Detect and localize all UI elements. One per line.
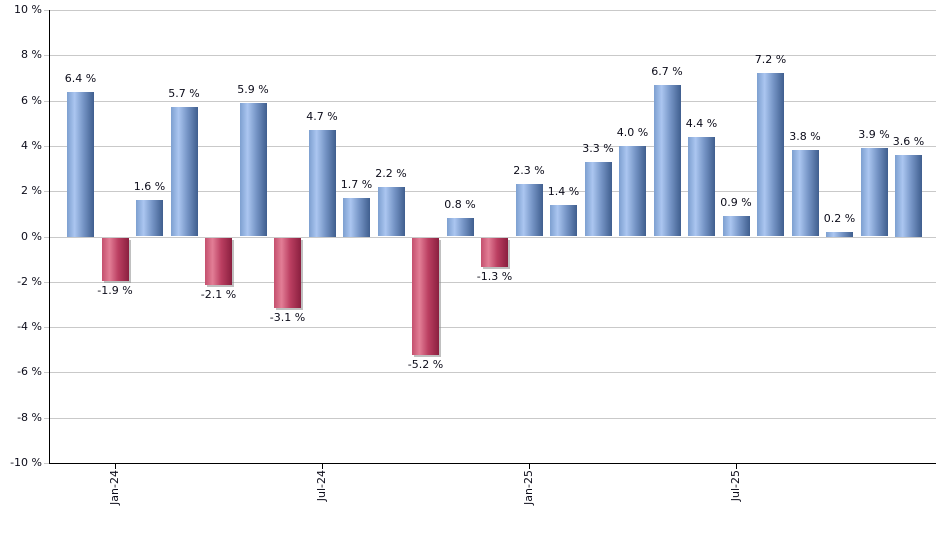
y-tick-label: -8 %	[17, 411, 42, 424]
x-tick-mark	[736, 464, 737, 469]
negative-return-bar	[481, 237, 508, 267]
positive-return-bar	[377, 186, 405, 237]
bar-value-label: 4.7 %	[306, 110, 338, 123]
bar-value-label: 4.0 %	[616, 125, 649, 139]
positive-return-bar	[550, 204, 577, 237]
y-gridline	[49, 282, 936, 283]
bar-value-label: 1.6 %	[133, 180, 166, 194]
bar-value-label: 7.2 %	[754, 53, 787, 67]
x-tick-mark	[529, 464, 530, 469]
negative-return-bar	[274, 237, 301, 308]
negative-return-bar	[101, 237, 129, 281]
x-tick-label: Jan-25	[522, 470, 535, 505]
y-tick-mark	[44, 237, 49, 238]
y-tick-label: -2 %	[17, 275, 42, 288]
y-gridline	[49, 191, 936, 192]
y-tick-mark	[44, 282, 49, 283]
positive-return-bar	[136, 200, 163, 237]
y-tick-label: 2 %	[21, 184, 42, 197]
y-gridline	[49, 418, 936, 419]
bar-value-label: 5.7 %	[168, 87, 200, 101]
bar-value-label: -5.2 %	[407, 358, 444, 372]
bar-value-label: 5.9 %	[237, 82, 269, 96]
positive-return-bar	[67, 91, 94, 237]
bar-value-label: 3.9 %	[858, 128, 890, 142]
positive-return-bar	[308, 130, 336, 237]
negative-return-bar	[205, 237, 232, 286]
y-tick-mark	[44, 55, 49, 56]
bar-value-label: -2.1 %	[200, 288, 237, 302]
positive-return-bar	[895, 155, 922, 237]
y-gridline	[49, 372, 936, 373]
y-tick-mark	[44, 418, 49, 419]
bar-value-label: 2.3 %	[513, 164, 545, 178]
positive-return-bar	[653, 84, 681, 237]
y-tick-mark	[44, 101, 49, 102]
y-tick-mark	[44, 327, 49, 328]
positive-return-bar	[722, 216, 750, 237]
bar-value-label: 1.4 %	[547, 184, 580, 198]
x-tick-mark	[322, 464, 323, 469]
y-gridline	[49, 55, 936, 56]
y-tick-mark	[44, 10, 49, 11]
positive-return-bar	[343, 198, 370, 237]
positive-return-bar	[860, 148, 888, 237]
y-axis-line	[49, 10, 50, 464]
positive-return-bar	[619, 145, 646, 237]
y-tick-label: -6 %	[17, 365, 42, 378]
positive-return-bar	[826, 232, 853, 237]
y-gridline	[49, 146, 936, 147]
positive-return-bar	[515, 184, 543, 237]
positive-return-bar	[239, 102, 267, 237]
bar-value-label: 3.6 %	[892, 135, 925, 148]
bar-value-label: 0.8 %	[444, 198, 476, 212]
bar-value-label: -1.3 %	[476, 269, 513, 283]
y-tick-mark	[44, 372, 49, 373]
y-gridline	[49, 327, 936, 328]
y-tick-label: 8 %	[21, 48, 42, 61]
positive-return-bar	[170, 107, 198, 237]
y-tick-label: 10 %	[14, 3, 42, 16]
y-tick-label: -4 %	[17, 320, 42, 333]
y-tick-label: 4 %	[21, 139, 42, 152]
y-tick-label: 6 %	[21, 94, 42, 107]
positive-return-bar	[584, 161, 612, 237]
bar-value-label: 6.7 %	[651, 64, 683, 78]
bar-value-label: 1.7 %	[340, 178, 373, 191]
y-tick-label: -10 %	[10, 456, 42, 469]
x-tick-mark	[115, 464, 116, 469]
y-tick-mark	[44, 146, 49, 147]
bar-value-label: 3.8 %	[789, 130, 821, 144]
positive-return-bar	[688, 136, 715, 237]
positive-return-bar	[757, 73, 784, 237]
negative-return-bar	[412, 237, 439, 356]
x-tick-label: Jan-24	[108, 470, 121, 505]
positive-return-bar	[791, 150, 819, 237]
bar-value-label: 0.2 %	[823, 212, 856, 225]
y-gridline	[49, 10, 936, 11]
bar-value-label: 6.4 %	[64, 71, 97, 85]
x-tick-label: Jul-24	[315, 470, 328, 502]
x-axis-line	[49, 463, 936, 464]
bar-value-label: 4.4 %	[685, 116, 718, 130]
y-tick-mark	[44, 463, 49, 464]
bar-value-label: 2.2 %	[375, 166, 407, 180]
bar-value-label: 0.9 %	[720, 196, 752, 210]
bar-value-label: 3.3 %	[582, 141, 614, 155]
y-gridline	[49, 101, 936, 102]
y-tick-mark	[44, 191, 49, 192]
positive-return-bar	[446, 218, 474, 237]
x-tick-label: Jul-25	[729, 470, 742, 502]
bar-value-label: -3.1 %	[269, 310, 306, 324]
y-tick-label: 0 %	[21, 230, 42, 243]
bar-value-label: -1.9 %	[97, 283, 133, 297]
